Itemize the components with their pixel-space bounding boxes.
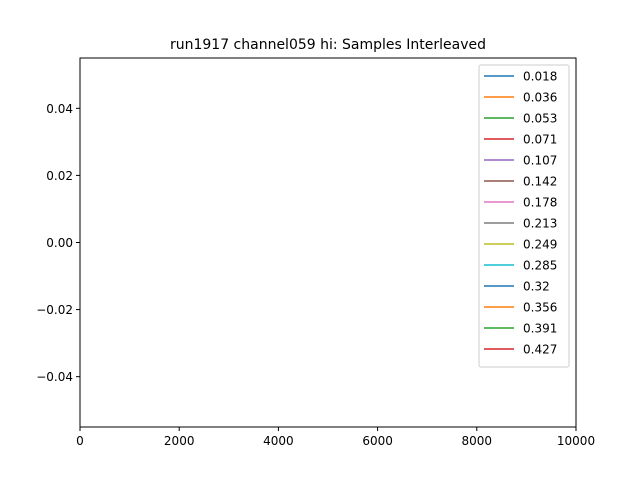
y-tick-label: 0.02: [46, 169, 73, 183]
legend-label: 0.285: [523, 259, 557, 273]
y-tick-label: 0.00: [46, 236, 73, 250]
x-tick-label: 8000: [462, 434, 493, 448]
legend-box: [478, 64, 570, 368]
x-tick-label: 10000: [557, 434, 595, 448]
y-tick-label: 0.04: [46, 102, 73, 116]
legend-label: 0.142: [523, 175, 557, 189]
legend-label: 0.356: [523, 301, 557, 315]
legend-label: 0.053: [523, 112, 557, 126]
x-tick-label: 4000: [263, 434, 294, 448]
x-axis: 0 2000 4000 6000 8000 10000: [76, 427, 595, 448]
chart-title: run1917 channel059 hi: Samples Interleav…: [170, 37, 486, 53]
legend-label: 0.427: [523, 343, 557, 357]
legend-label: 0.071: [523, 133, 557, 147]
legend-label: 0.213: [523, 217, 557, 231]
legend-label: 0.391: [523, 322, 557, 336]
legend-label: 0.018: [523, 70, 557, 84]
legend-label: 0.107: [523, 154, 557, 168]
legend: 0.018 0.036 0.053 0.071 0.107 0.142 0.178 0.213…: [478, 64, 570, 368]
x-tick-label: 6000: [362, 434, 393, 448]
y-axis: −0.04 −0.02 0.00 0.02 0.04: [36, 102, 80, 384]
y-tick-label: −0.02: [36, 303, 73, 317]
x-tick-label: 2000: [164, 434, 195, 448]
legend-label: 0.249: [523, 238, 557, 252]
x-tick-label: 0: [76, 434, 84, 448]
y-tick-label: −0.04: [36, 370, 73, 384]
legend-label: 0.036: [523, 91, 557, 105]
legend-label: 0.32: [523, 280, 550, 294]
legend-label: 0.178: [523, 196, 557, 210]
